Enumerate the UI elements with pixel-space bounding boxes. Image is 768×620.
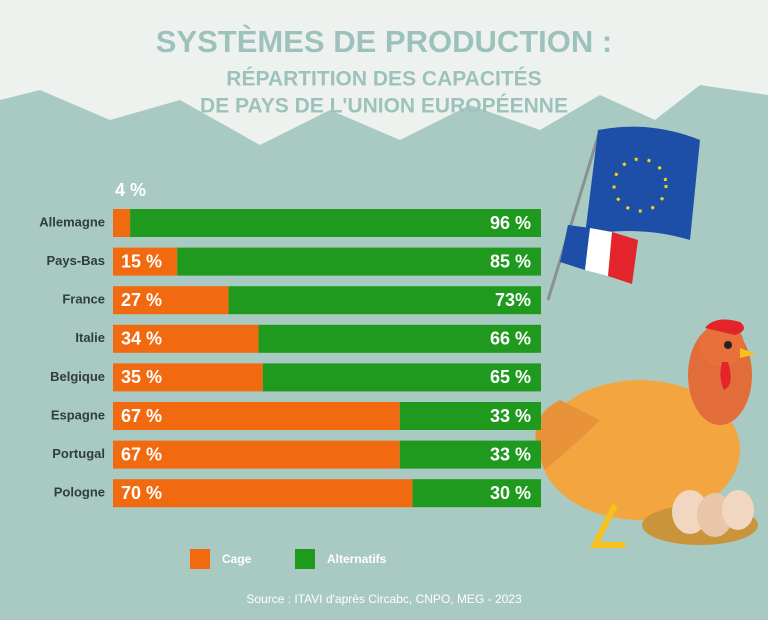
bar-segment xyxy=(177,247,541,276)
legend-swatch xyxy=(295,549,315,569)
hen-tail xyxy=(535,400,600,470)
hen-eye xyxy=(724,341,732,349)
value-label: 4 % xyxy=(115,180,146,200)
category-label: Italie xyxy=(75,330,105,345)
eu-flag xyxy=(585,126,700,240)
value-label: 67 % xyxy=(121,406,162,426)
bar-segment xyxy=(412,479,541,508)
legend-swatch xyxy=(190,549,210,569)
legend-label: Cage xyxy=(222,552,252,566)
bar-segment xyxy=(113,286,229,315)
fr-flag xyxy=(608,232,638,284)
source: Source : ITAVI d'après Circabc, CNPO, ME… xyxy=(246,592,522,606)
category-label: Belgique xyxy=(50,369,105,384)
bar-segment xyxy=(113,247,178,276)
hen-leg xyxy=(590,503,625,548)
value-label: 70 % xyxy=(121,483,162,503)
flag-pole xyxy=(546,129,602,301)
value-label: 65 % xyxy=(490,367,531,387)
value-label: 34 % xyxy=(121,329,162,349)
subtitle: RÉPARTITION DES CAPACITÉS xyxy=(226,68,541,91)
value-label: 85 % xyxy=(490,251,531,271)
bar-segment xyxy=(262,363,541,392)
fr-flag xyxy=(585,228,612,276)
value-label: 35 % xyxy=(121,367,162,387)
bar-segment xyxy=(113,324,259,353)
value-label: 30 % xyxy=(490,483,531,503)
subtitle: DE PAYS DE L'UNION EUROPÉENNE xyxy=(200,95,568,118)
bar-segment xyxy=(113,363,263,392)
category-label: Pays-Bas xyxy=(46,253,105,268)
legend-label: Alternatifs xyxy=(327,552,387,566)
value-label: 67 % xyxy=(121,444,162,464)
value-label: 15 % xyxy=(121,251,162,271)
value-label: 66 % xyxy=(490,329,531,349)
value-label: 73% xyxy=(495,290,531,310)
category-label: Allemagne xyxy=(39,214,105,229)
bar-segment xyxy=(113,402,400,430)
bar-segment xyxy=(113,479,413,508)
sky xyxy=(0,0,768,145)
bar-segment xyxy=(113,209,131,237)
value-label: 33 % xyxy=(490,406,531,426)
value-label: 33 % xyxy=(490,444,531,464)
bar-segment xyxy=(130,209,541,237)
bar-segment xyxy=(113,440,400,469)
bar-segment xyxy=(228,286,541,315)
bar-segment xyxy=(258,324,541,353)
category-label: Portugal xyxy=(52,446,105,461)
chart-title: SYSTÈMES DE PRODUCTION : xyxy=(156,24,612,59)
hen-wattle xyxy=(720,362,731,390)
hen-beak xyxy=(740,348,756,358)
fr-flag xyxy=(560,225,590,270)
value-label: 96 % xyxy=(490,213,531,233)
bar-segment xyxy=(399,440,541,469)
hen-comb xyxy=(705,319,744,335)
category-label: Pologne xyxy=(54,485,105,500)
eu-stars xyxy=(612,157,668,213)
category-label: Espagne xyxy=(51,407,105,422)
bar-segment xyxy=(399,402,541,430)
value-label: 27 % xyxy=(121,290,162,310)
category-label: France xyxy=(62,292,105,307)
egg xyxy=(722,490,754,530)
